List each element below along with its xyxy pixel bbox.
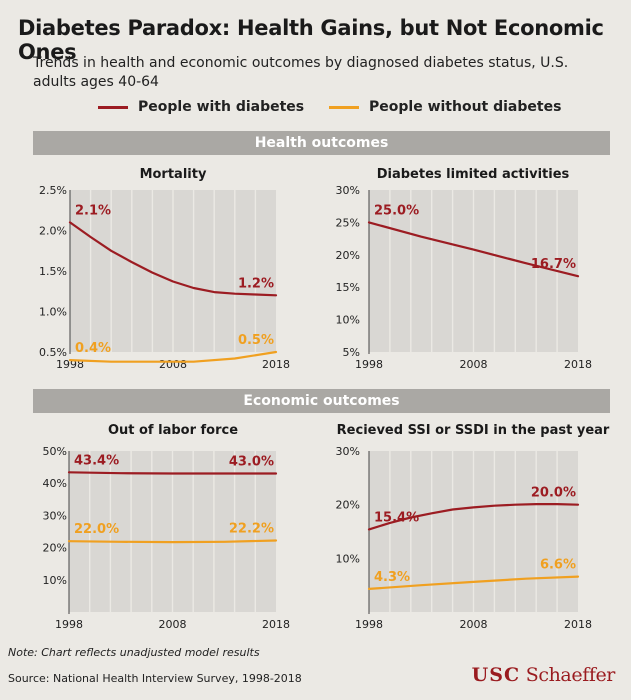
y-tick-label: 0.5% bbox=[39, 346, 67, 359]
data-label-end: 20.0% bbox=[531, 486, 576, 501]
chart-panel-4: Recieved SSI or SSDI in the past year 30%… bbox=[336, 423, 610, 631]
x-tick-label: 1998 bbox=[355, 618, 383, 631]
chart-title: Out of labor force bbox=[108, 423, 238, 438]
y-tick-label: 20% bbox=[43, 542, 67, 555]
x-tick-label: 2008 bbox=[460, 618, 488, 631]
page-title: Diabetes Paradox: Health Gains, but Not … bbox=[18, 16, 604, 64]
y-tick-label: 10% bbox=[336, 552, 360, 565]
chart-panel-3: Out of labor force 50% 40% 30% 20% 10% 1998 200… bbox=[43, 423, 290, 631]
y-tick-label: 30% bbox=[336, 445, 360, 458]
x-tick-label: 1998 bbox=[55, 618, 83, 631]
x-tick-label: 2008 bbox=[460, 358, 488, 371]
y-tick-label: 1.0% bbox=[39, 306, 67, 319]
page-subtitle: Trends in health and economic outcomes b… bbox=[33, 55, 569, 90]
data-label-start: 25.0% bbox=[374, 203, 419, 218]
legend-swatch-without-diabetes bbox=[329, 105, 359, 109]
y-tick-label: 10% bbox=[336, 314, 360, 327]
x-tick-label: 2018 bbox=[564, 618, 592, 631]
series-line-without-diabetes bbox=[367, 575, 580, 590]
section-band-health: Health outcomes bbox=[33, 131, 610, 155]
footnote-note: Note: Chart reflects unadjusted model re… bbox=[8, 646, 260, 659]
series-line-with-diabetes bbox=[367, 503, 580, 531]
data-label-end: 43.0% bbox=[229, 455, 274, 470]
legend-swatch-with-diabetes bbox=[98, 105, 128, 109]
y-tick-label: 25% bbox=[336, 216, 360, 229]
legend-item-with-diabetes: People with diabetes bbox=[98, 99, 304, 115]
legend-label-without-diabetes: People without diabetes bbox=[369, 99, 562, 115]
x-tick-label: 1998 bbox=[355, 358, 383, 371]
data-label-end: 0.5% bbox=[238, 333, 274, 348]
usc-schaeffer-logo: USC Schaeffer bbox=[471, 664, 616, 686]
section-band-economic: Economic outcomes bbox=[33, 389, 610, 413]
data-label-start: 4.3% bbox=[374, 570, 410, 585]
y-tick-label: 2.5% bbox=[39, 184, 67, 197]
legend: People with diabetes People without diab… bbox=[0, 99, 631, 117]
data-label-end: 16.7% bbox=[531, 257, 576, 272]
y-tick-label: 40% bbox=[43, 477, 67, 490]
series-line-without-diabetes bbox=[67, 539, 278, 544]
logo-schaeffer: Schaeffer bbox=[525, 664, 616, 686]
x-tick-label: 2008 bbox=[159, 358, 187, 371]
x-tick-label: 2018 bbox=[564, 358, 592, 371]
chart-title: Diabetes limited activities bbox=[377, 167, 570, 182]
chart-panel-2: Diabetes limited activities 30% 25% 20% 15% 1… bbox=[336, 167, 592, 371]
data-label-start: 0.4% bbox=[75, 341, 111, 356]
data-label-start: 43.4% bbox=[74, 453, 119, 468]
y-tick-label: 10% bbox=[43, 574, 67, 587]
y-tick-label: 1.5% bbox=[39, 265, 67, 278]
y-tick-label: 20% bbox=[336, 249, 360, 262]
y-tick-label: 30% bbox=[43, 509, 67, 522]
legend-label-with-diabetes: People with diabetes bbox=[138, 99, 305, 115]
data-label-end: 6.6% bbox=[540, 558, 576, 573]
data-label-start: 2.1% bbox=[75, 203, 111, 218]
footnote-source: Source: National Health Interview Survey… bbox=[8, 672, 302, 685]
data-label-start: 15.4% bbox=[374, 510, 419, 525]
y-tick-label: 30% bbox=[336, 184, 360, 197]
series-line-with-diabetes bbox=[68, 221, 278, 297]
series-line-with-diabetes bbox=[67, 471, 278, 475]
x-tick-label: 2018 bbox=[262, 358, 290, 371]
logo-usc: USC bbox=[471, 664, 521, 686]
series-line-without-diabetes bbox=[68, 350, 278, 363]
y-tick-label: 2.0% bbox=[39, 225, 67, 238]
series-line-with-diabetes bbox=[367, 221, 580, 278]
x-tick-label: 2008 bbox=[159, 618, 187, 631]
y-tick-label: 50% bbox=[43, 445, 67, 458]
y-tick-label: 15% bbox=[336, 281, 360, 294]
y-tick-label: 5% bbox=[343, 346, 360, 359]
data-label-start: 22.0% bbox=[74, 522, 119, 537]
y-tick-label: 20% bbox=[336, 499, 360, 512]
chart-title: Mortality bbox=[140, 167, 207, 182]
x-tick-label: 2018 bbox=[262, 618, 290, 631]
legend-item-without-diabetes: People without diabetes bbox=[329, 99, 561, 115]
data-label-end: 22.2% bbox=[229, 522, 274, 537]
data-label-end: 1.2% bbox=[238, 276, 274, 291]
chart-title: Recieved SSI or SSDI in the past year bbox=[337, 423, 610, 438]
